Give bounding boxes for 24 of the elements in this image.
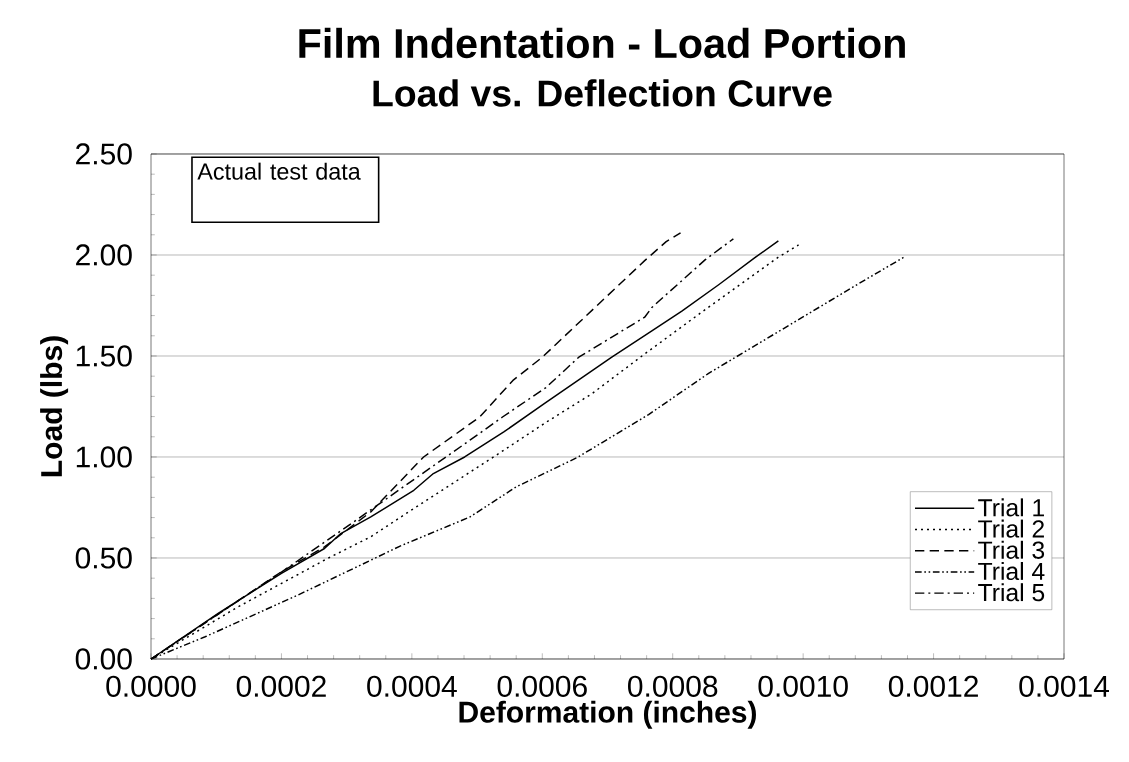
x-tick-label: 0.0012 <box>888 675 978 697</box>
annotation: Actual test data <box>197 162 361 180</box>
x-tick-label: 0.0010 <box>758 675 848 697</box>
y-tick-label: 0.00 <box>75 648 132 670</box>
y-axis-title: Load (lbs) <box>40 336 69 477</box>
y-tick-label: 0.50 <box>75 547 132 569</box>
x-tick-label: 0.0002 <box>236 675 326 697</box>
chart-subtitle: Load vs. Deflection Curve <box>373 79 832 107</box>
y-tick-label: 2.00 <box>76 244 132 266</box>
legend-label: Trial 1 <box>978 498 1044 517</box>
x-tick-label: 0.0014 <box>1019 675 1109 697</box>
chart-title: Film Indentation - Load Portion <box>299 27 905 59</box>
x-axis-title: Deformation (inches) <box>459 700 756 729</box>
x-tick-label: 0.0000 <box>106 675 196 697</box>
x-tick-label: 0.0006 <box>497 675 587 697</box>
legend-label: Trial 4 <box>978 561 1045 581</box>
x-tick-label: 0.0004 <box>367 675 457 697</box>
y-tick-label: 1.00 <box>76 446 132 468</box>
legend-label: Trial 5 <box>978 583 1045 602</box>
x-tick-label: 0.0008 <box>628 675 718 697</box>
legend-label: Trial 3 <box>978 540 1045 559</box>
y-tick-label: 1.50 <box>76 345 132 367</box>
y-tick-label: 2.50 <box>76 143 132 165</box>
legend-label: Trial 2 <box>978 519 1044 538</box>
